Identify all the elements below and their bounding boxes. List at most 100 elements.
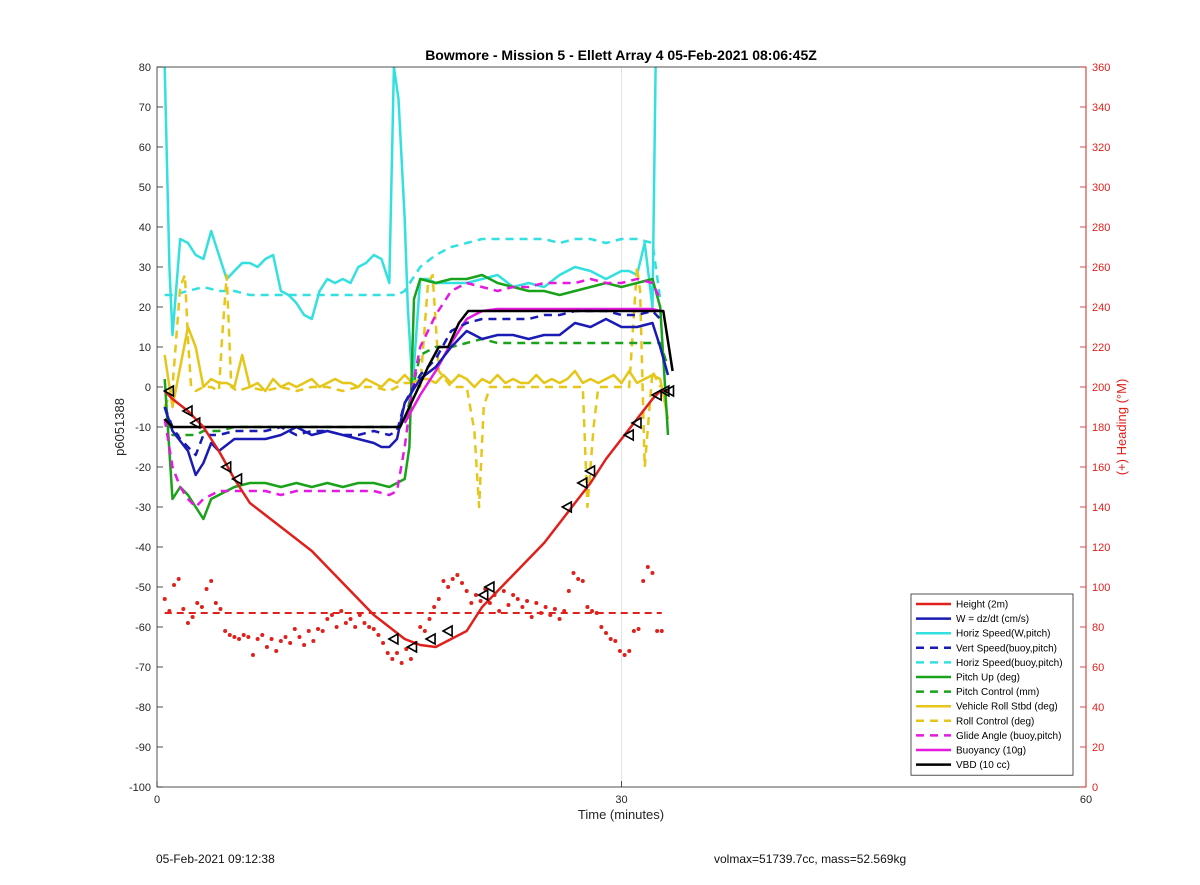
y2-tick-label: 100 xyxy=(1092,582,1110,594)
heading-point xyxy=(464,589,469,593)
y-tick-label: -50 xyxy=(135,582,151,594)
y2-tick-label: 60 xyxy=(1092,662,1104,674)
height-marker xyxy=(181,404,193,418)
height-marker xyxy=(405,640,418,654)
heading-point xyxy=(455,573,460,577)
heading-point xyxy=(353,625,358,629)
heading-point xyxy=(288,641,293,645)
heading-point xyxy=(339,609,344,613)
height-marker xyxy=(576,476,588,490)
y-tick-label: 70 xyxy=(139,102,151,114)
series-pitch-up-deg xyxy=(163,273,670,521)
heading-point xyxy=(394,651,399,655)
heading-point xyxy=(520,605,525,609)
series-vbd-10-cc xyxy=(163,309,674,429)
y-tick-label: -10 xyxy=(135,422,151,434)
heading-point xyxy=(473,593,478,597)
legend-label-vehicle-roll-stbd-deg: Vehicle Roll Stbd (deg) xyxy=(956,702,1058,713)
heading-point xyxy=(655,629,660,633)
heading-point xyxy=(441,579,446,583)
legend-label-roll-control-deg: Roll Control (deg) xyxy=(956,716,1034,727)
y-tick-label: 40 xyxy=(139,222,151,234)
heading-point xyxy=(571,571,576,575)
legend-label-pitch-up-deg: Pitch Up (deg) xyxy=(956,673,1020,684)
heading-point xyxy=(418,625,423,629)
y2-axis-label: (+) Heading (°M) xyxy=(1114,379,1129,476)
heading-point xyxy=(241,633,246,637)
series-horiz-speed-buoy-pitch xyxy=(164,237,662,300)
heading-point xyxy=(381,641,386,645)
y-tick-label: 30 xyxy=(139,262,151,274)
heading-point xyxy=(325,617,330,621)
heading-point xyxy=(367,625,372,629)
height-marker xyxy=(658,384,670,398)
heading-point xyxy=(181,607,186,611)
heading-point xyxy=(204,587,209,591)
heading-point xyxy=(645,565,650,569)
legend-label-buoyancy-10g: Buoyancy (10g) xyxy=(956,746,1026,757)
heading-point xyxy=(176,577,181,581)
heading-point xyxy=(237,637,242,641)
heading-point xyxy=(316,627,321,631)
heading-point xyxy=(641,579,646,583)
legend-label-vbd-10-cc: VBD (10 cc) xyxy=(956,760,1010,771)
height-marker xyxy=(424,632,436,646)
height-marker xyxy=(220,460,232,474)
y2-tick-label: 20 xyxy=(1092,742,1104,754)
heading-point xyxy=(511,593,516,597)
heading-point xyxy=(172,583,177,587)
y2-tick-label: 200 xyxy=(1092,382,1110,394)
y-tick-label: 20 xyxy=(139,302,151,314)
heading-point xyxy=(232,635,237,639)
heading-point xyxy=(385,651,390,655)
legend-label-vert-speed-buoy-pitch: Vert Speed(buoy,pitch) xyxy=(956,643,1057,654)
heading-point xyxy=(548,613,553,617)
height-marker xyxy=(441,624,453,638)
heading-point xyxy=(167,609,172,613)
heading-point xyxy=(250,653,255,657)
height-marker xyxy=(583,464,596,478)
heading-point xyxy=(529,615,534,619)
y2-tick-label: 140 xyxy=(1092,502,1110,514)
chart-title: Bowmore - Mission 5 - Ellett Array 4 05-… xyxy=(425,47,817,63)
heading-point xyxy=(469,601,474,605)
heading-point xyxy=(264,645,269,649)
heading-point xyxy=(497,609,502,613)
series-w-dz-dt-cm-s xyxy=(163,317,670,477)
y-tick-label: -30 xyxy=(135,502,151,514)
height-marker xyxy=(483,580,495,594)
y2-tick-label: 240 xyxy=(1092,302,1110,314)
y-tick-label: -40 xyxy=(135,542,151,554)
heading-point xyxy=(590,609,595,613)
heading-point xyxy=(580,579,585,583)
y-tick-label: -90 xyxy=(135,742,151,754)
y-tick-label: 10 xyxy=(139,342,151,354)
series-roll-control-deg xyxy=(163,265,662,509)
heading-point xyxy=(460,581,465,585)
y-tick-label: -70 xyxy=(135,662,151,674)
y2-tick-label: 0 xyxy=(1092,782,1098,794)
heading-point xyxy=(195,601,200,605)
heading-point xyxy=(436,597,441,601)
legend-label-pitch-control-mm: Pitch Control (mm) xyxy=(956,687,1039,698)
heading-point xyxy=(585,605,590,609)
legend: Height (2m) W = dz/dt (cm/s) Horiz Speed(W… xyxy=(910,593,1074,776)
y2-tick-label: 340 xyxy=(1092,102,1110,114)
heading-point xyxy=(487,601,492,605)
heading-point xyxy=(218,607,223,611)
heading-point xyxy=(269,637,274,641)
y2-tick-label: 220 xyxy=(1092,342,1110,354)
y-tick-label: -60 xyxy=(135,622,151,634)
legend-label-w-dz-dt-cm-s: W = dz/dt (cm/s) xyxy=(956,614,1029,625)
heading-point xyxy=(302,643,307,647)
heading-point xyxy=(427,617,432,621)
heading-point xyxy=(478,599,483,603)
heading-point xyxy=(576,577,581,581)
series-glide-angle-buoy-pitch xyxy=(163,277,662,509)
heading-point xyxy=(506,603,511,607)
height-marker xyxy=(650,388,662,402)
y-axis-label: p6051388 xyxy=(112,398,127,456)
height-marker xyxy=(230,472,243,486)
heading-point xyxy=(501,589,506,593)
y-tick-label: 60 xyxy=(139,142,151,154)
